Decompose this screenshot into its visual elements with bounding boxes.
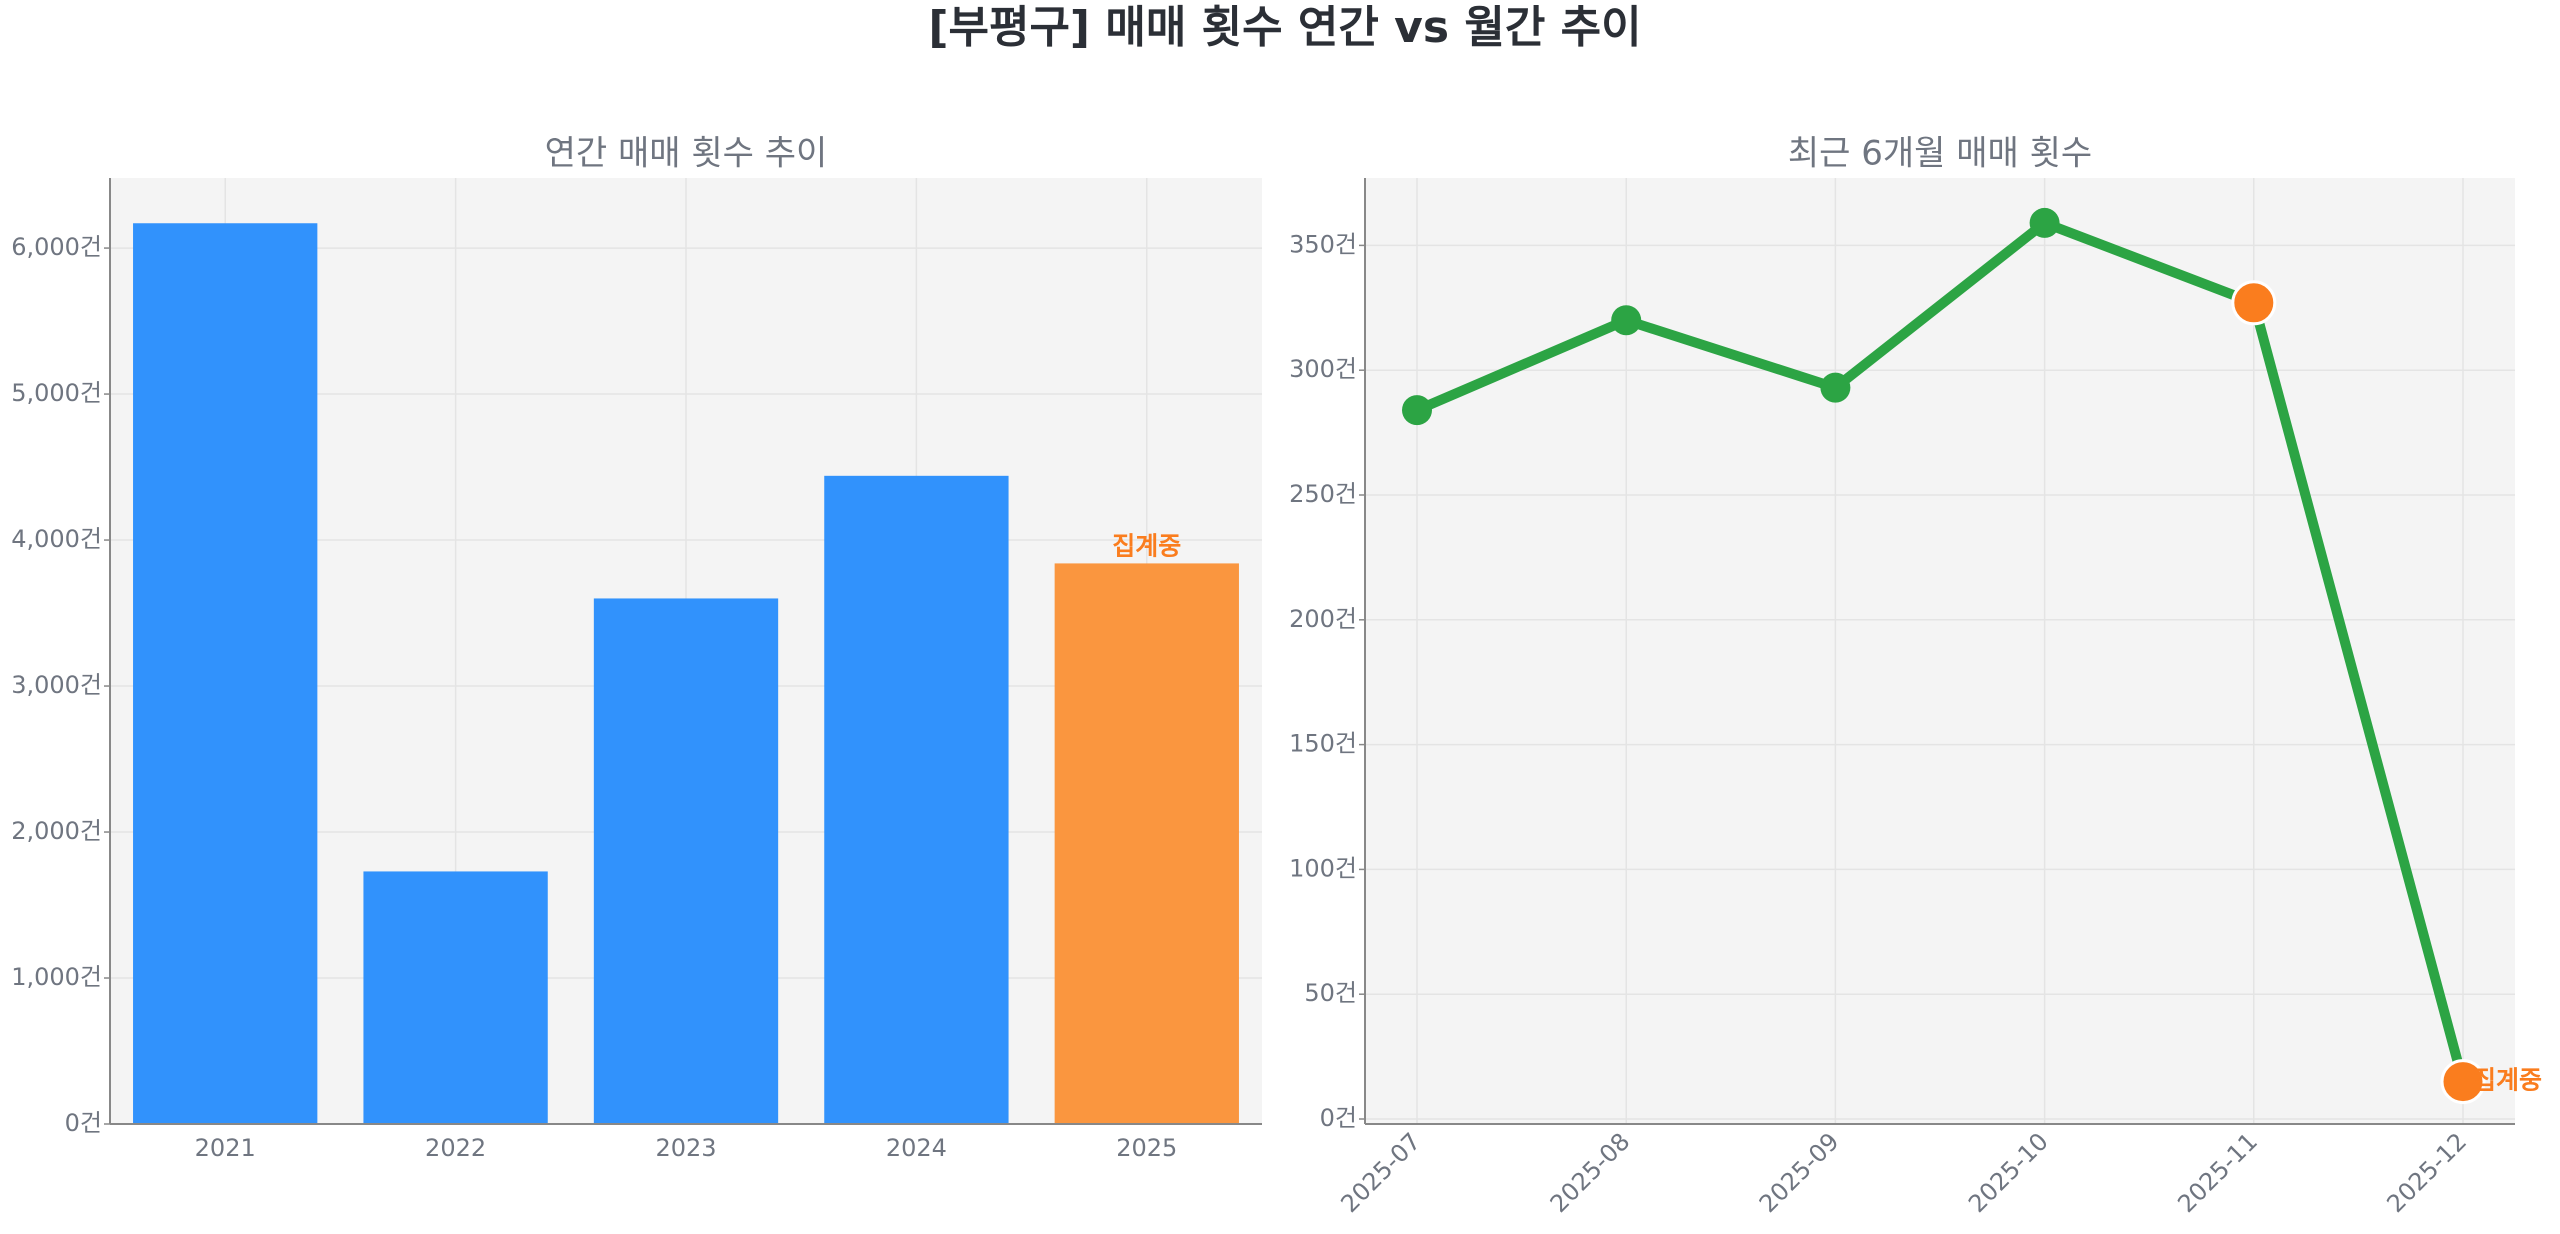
y-tick-label: 300건 xyxy=(1289,355,1357,383)
y-tick-label: 2,000건 xyxy=(11,817,102,845)
x-tick-label: 2025-07 xyxy=(1335,1127,1426,1218)
y-tick-label: 0건 xyxy=(1320,1104,1357,1132)
y-tick-label: 200건 xyxy=(1289,605,1357,633)
x-tick-label: 2025-12 xyxy=(2381,1127,2472,1218)
y-tick-label: 6,000건 xyxy=(11,233,102,261)
x-tick-label: 2025-08 xyxy=(1545,1127,1636,1218)
x-tick-label: 2025-10 xyxy=(1963,1127,2054,1218)
y-tick-label: 250건 xyxy=(1289,480,1357,508)
bar xyxy=(593,598,779,1124)
y-tick-label: 350건 xyxy=(1289,230,1357,258)
y-tick-label: 3,000건 xyxy=(11,671,102,699)
x-tick-label: 2025-11 xyxy=(2172,1127,2263,1218)
bar xyxy=(363,871,548,1124)
plot-area xyxy=(1365,178,2515,1124)
annotation: 집계중 xyxy=(2473,1066,2542,1095)
y-tick-label: 100건 xyxy=(1289,854,1357,882)
y-tick-label: 1,000건 xyxy=(11,963,102,991)
y-tick-label: 0건 xyxy=(65,1109,102,1137)
point xyxy=(1820,372,1851,403)
point xyxy=(1402,395,1432,426)
line xyxy=(1415,217,2468,1083)
x-tick-label: 2025 xyxy=(1116,1134,1177,1162)
figure-title: [부평구] 매매 횟수 연간 vs 월간 추이 xyxy=(928,2,1641,53)
point xyxy=(2231,280,2277,326)
bar xyxy=(1054,563,1239,1124)
x-tick-label: 2024 xyxy=(886,1134,947,1162)
y-tick-label: 150건 xyxy=(1289,730,1357,758)
point xyxy=(1611,305,1642,336)
point xyxy=(2029,207,2060,238)
x-tick-label: 2022 xyxy=(425,1134,486,1162)
y-tick-label: 5,000건 xyxy=(11,379,102,407)
x-tick-label: 2025-09 xyxy=(1754,1127,1845,1218)
annotation: 집계중 xyxy=(1112,531,1181,560)
y-tick-label: 50건 xyxy=(1304,979,1357,1007)
x-tick-label: 2021 xyxy=(195,1134,256,1162)
chart-title: 연간 매매 횟수 추이 xyxy=(545,134,828,174)
bar xyxy=(133,223,318,1125)
x-tick-label: 2023 xyxy=(655,1134,716,1162)
chart-title: 최근 6개월 매매 횟수 xyxy=(1788,134,2092,174)
y-tick-label: 4,000건 xyxy=(11,525,102,553)
point xyxy=(2440,1059,2486,1105)
bar xyxy=(824,475,1009,1124)
